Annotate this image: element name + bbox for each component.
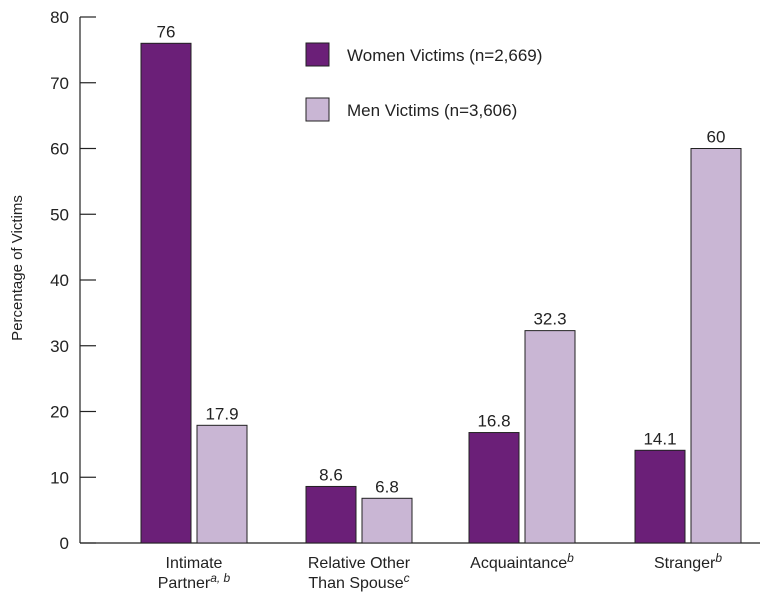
data-label: 6.8 bbox=[375, 477, 399, 496]
y-tick-label: 20 bbox=[50, 403, 69, 422]
x-tick-label-line: Acquaintance bbox=[470, 555, 567, 572]
y-axis-title: Percentage of Victims bbox=[9, 195, 26, 341]
bar-women-0 bbox=[140, 42, 192, 544]
y-tick-label: 80 bbox=[50, 8, 69, 27]
y-tick-label: 50 bbox=[50, 205, 69, 224]
x-tick-label: Relative Other Than Spousec bbox=[308, 555, 411, 592]
legend-label-women: Women Victims (n=2,669) bbox=[347, 46, 542, 65]
y-tick-label: 30 bbox=[50, 337, 69, 356]
legend: Women Victims (n=2,669) Men Victims (n=3,… bbox=[305, 42, 542, 122]
x-tick-label: Strangerb bbox=[654, 551, 722, 572]
data-label: 16.8 bbox=[477, 412, 510, 431]
bar-men-2 bbox=[524, 330, 576, 544]
x-tick-label-superscript: b bbox=[567, 551, 574, 565]
y-tick-label: 60 bbox=[50, 140, 69, 159]
bar-women-1 bbox=[305, 485, 357, 544]
data-label: 60 bbox=[707, 128, 726, 147]
x-tick-label-superscript: c bbox=[404, 571, 410, 585]
bar-women-2 bbox=[468, 432, 520, 544]
y-tick-label: 0 bbox=[60, 534, 69, 553]
x-tick-label-line: Relative Other bbox=[308, 555, 411, 572]
data-label: 14.1 bbox=[643, 429, 676, 448]
y-tick-label: 40 bbox=[50, 271, 69, 290]
data-label: 17.9 bbox=[205, 404, 238, 423]
bar-men-0 bbox=[196, 424, 248, 544]
x-tick-label-superscript: a, b bbox=[210, 571, 230, 585]
x-tick-label-line: Stranger bbox=[654, 555, 716, 572]
legend-swatch-men bbox=[305, 97, 330, 122]
data-label: 76 bbox=[157, 22, 176, 41]
y-tick-label: 10 bbox=[50, 468, 69, 487]
bars: 76 8.6 16.8 14.1 17.9 6.8 32.3 60 bbox=[140, 22, 742, 544]
data-label: 32.3 bbox=[533, 310, 566, 329]
bar-men-3 bbox=[690, 148, 742, 544]
legend-label-men: Men Victims (n=3,606) bbox=[347, 101, 517, 120]
x-tick-label-line: Than Spouse bbox=[308, 575, 403, 592]
bar-women-3 bbox=[634, 449, 686, 544]
x-tick-label-line: Partner bbox=[158, 575, 211, 592]
x-tick-label: Acquaintanceb bbox=[470, 551, 574, 572]
x-tick-label-line: Intimate bbox=[166, 555, 223, 572]
y-tick-label: 70 bbox=[50, 74, 69, 93]
data-label: 8.6 bbox=[319, 465, 343, 484]
axes: 0 10 20 30 40 50 60 70 80 Intimate Partnera, b Rela… bbox=[50, 8, 760, 592]
x-tick-label-superscript: b bbox=[715, 551, 722, 565]
x-tick-label: Intimate Partnera, b bbox=[158, 555, 231, 592]
legend-swatch-women bbox=[305, 42, 330, 67]
bar-men-1 bbox=[361, 497, 413, 544]
